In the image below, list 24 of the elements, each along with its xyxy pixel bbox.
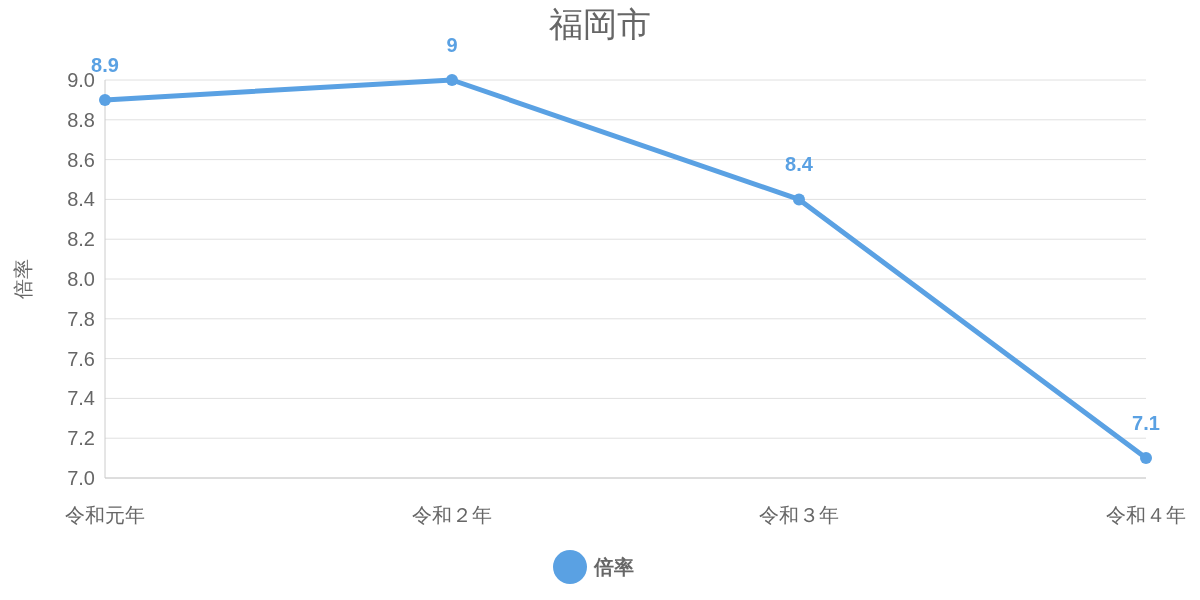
y-tick-label: 7.0: [67, 467, 95, 489]
x-tick-label: 令和４年: [1106, 504, 1186, 526]
point: [793, 193, 805, 206]
legend-label: 倍率: [593, 556, 634, 578]
y-tick-label: 7.6: [67, 347, 95, 370]
y-tick-label: 8.4: [67, 188, 95, 211]
point: [99, 93, 111, 106]
point: [1140, 452, 1152, 465]
y-tick-label: 7.8: [67, 307, 95, 330]
data-label: 8.4: [785, 153, 814, 176]
y-tick-label: 7.4: [67, 387, 95, 410]
x-tick-label: 令和元年: [65, 504, 145, 526]
x-tick-label: 令和３年: [759, 504, 839, 526]
y-tick-label: 8.0: [67, 268, 95, 290]
y-axis-title: 倍率: [12, 259, 34, 299]
data-label: 9: [446, 34, 458, 56]
y-tick-label: 8.6: [67, 148, 95, 171]
y-tick-label: 7.2: [67, 427, 95, 450]
x-tick-label: 令和２年: [412, 504, 492, 526]
data-label: 7.1: [1132, 412, 1160, 435]
point: [446, 74, 458, 86]
chart-title: 福岡市: [549, 5, 651, 43]
y-tick-label: 8.8: [67, 108, 95, 131]
y-tick-label: 8.2: [67, 228, 95, 251]
